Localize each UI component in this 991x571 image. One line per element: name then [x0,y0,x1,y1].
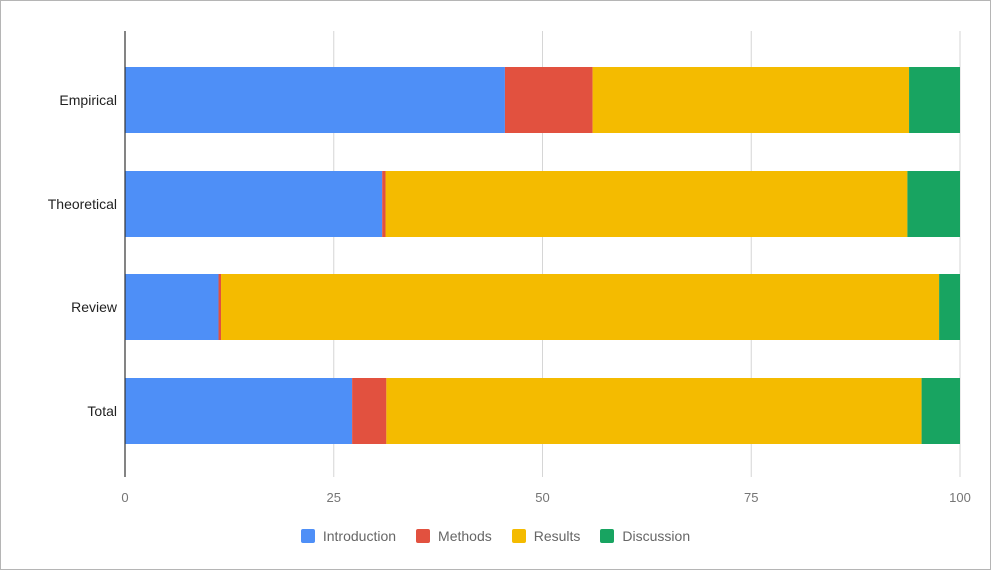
bar-total-results [386,378,922,444]
x-tick-label: 25 [327,490,341,505]
category-label: Theoretical [48,196,117,212]
category-label: Total [87,403,117,419]
bar-empirical-results [592,67,910,133]
legend-item: Results [511,528,581,544]
x-tick-label: 75 [744,490,758,505]
bar-total-methods [352,378,387,444]
legend-swatch [416,529,431,543]
legend-swatch [600,529,615,543]
labels: 0 25 50 75 100 Empirical Theoretical Review Tota… [48,92,971,505]
bar-theoretical-introduction [125,171,383,237]
category-label: Review [71,299,118,315]
bar-empirical-introduction [125,67,505,133]
legend-item: Methods [416,528,492,544]
legend: Introduction Methods Results Discussion [1,528,990,544]
legend-swatch [300,529,315,543]
legend-label: Introduction [322,528,397,544]
x-tick-label: 100 [949,490,971,505]
x-tick-label: 50 [535,490,549,505]
bar-theoretical-results [385,171,908,237]
legend-swatch [511,529,526,543]
bar-empirical-methods [504,67,593,133]
bar-review-methods [218,274,222,340]
legend-label: Results [533,528,581,544]
legend-label: Methods [438,528,492,544]
bar-review-discussion [939,274,960,340]
legend-label: Discussion [622,528,691,544]
bar-total-discussion [921,378,960,444]
legend-item: Introduction [300,528,397,544]
bars [125,67,960,444]
bar-review-results [221,274,940,340]
category-label: Empirical [59,92,117,108]
legend-item: Discussion [600,528,690,544]
bar-theoretical-discussion [907,171,960,237]
bar-review-introduction [125,274,219,340]
x-tick-label: 0 [121,490,128,505]
bar-empirical-discussion [909,67,960,133]
bar-total-introduction [125,378,353,444]
bar-theoretical-methods [382,171,386,237]
